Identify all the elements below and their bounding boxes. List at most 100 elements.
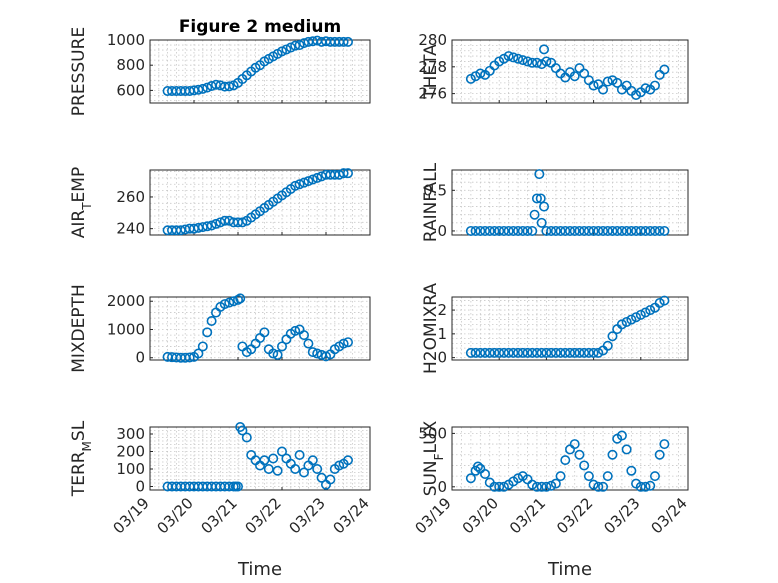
axes-box [149, 169, 371, 236]
data-point [607, 331, 618, 342]
data-point [237, 217, 248, 228]
data-point [536, 481, 547, 492]
data-point [621, 225, 632, 236]
data-point [465, 473, 476, 484]
data-point [574, 347, 585, 358]
data-point [659, 295, 670, 306]
data-point [607, 449, 618, 460]
y-axis-label: THETA [421, 44, 441, 100]
data-point [508, 225, 519, 236]
y-tick-label: 0 [135, 349, 145, 367]
axes-box [149, 296, 371, 361]
data-point [569, 71, 580, 82]
data-point [546, 225, 557, 236]
x-tick-label: 03/24 [648, 494, 691, 537]
data-point [498, 225, 509, 236]
data-point [635, 481, 646, 492]
data-point [635, 309, 646, 320]
data-point [513, 53, 524, 64]
data-point [550, 478, 561, 489]
data-point [224, 297, 235, 308]
data-point [475, 68, 486, 79]
data-point [560, 225, 571, 236]
data-point [484, 225, 495, 236]
data-point [237, 425, 248, 436]
data-point [184, 352, 195, 363]
data-point [569, 347, 580, 358]
data-point [649, 80, 660, 91]
data-point [294, 449, 305, 460]
data-point [598, 84, 609, 95]
data-point [312, 463, 323, 474]
data-point [233, 481, 244, 492]
data-point [281, 334, 292, 345]
x-tick-label: 03/23 [600, 494, 643, 537]
y-tick-label: 200 [116, 443, 145, 461]
x-tick-label: 03/23 [286, 494, 329, 537]
y-tick-label: 2000 [107, 292, 145, 310]
data-point [555, 471, 566, 482]
data-point [579, 347, 590, 358]
data-point [602, 76, 613, 87]
data-point [268, 453, 279, 464]
data-point [235, 293, 246, 304]
x-tick-label: 03/20 [459, 494, 502, 537]
y-axis-label: RAINFALL [421, 162, 441, 242]
data-point [224, 81, 235, 92]
data-point [659, 64, 670, 75]
data-point [233, 294, 244, 305]
data-point [465, 225, 476, 236]
y-tick-label: 600 [116, 81, 145, 99]
data-point [616, 225, 627, 236]
data-point [338, 338, 349, 349]
axes-box [451, 169, 689, 236]
y-tick-label: 800 [116, 56, 145, 74]
data-point [489, 481, 500, 492]
x-tick-label: 03/20 [154, 494, 197, 537]
data-point [654, 69, 665, 80]
data-point [593, 481, 604, 492]
data-point [649, 225, 660, 236]
data-point [535, 193, 546, 204]
data-point [640, 83, 651, 94]
data-point [612, 77, 623, 88]
data-point [531, 57, 542, 68]
data-point [645, 305, 656, 316]
data-point [531, 347, 542, 358]
data-point [560, 455, 571, 466]
data-point [546, 347, 557, 358]
data-point [290, 325, 301, 336]
data-point [255, 332, 266, 343]
data-point [489, 225, 500, 236]
data-point [272, 349, 283, 360]
data-point [465, 347, 476, 358]
data-point [312, 348, 323, 359]
data-point [272, 465, 283, 476]
data-point [475, 225, 486, 236]
data-point [276, 446, 287, 457]
grid-lines [149, 39, 371, 103]
data-point [588, 479, 599, 490]
data-point [307, 347, 318, 358]
data-series [465, 430, 670, 492]
data-point [640, 225, 651, 236]
data-point [484, 347, 495, 358]
data-point [312, 172, 323, 183]
y-tick-label: 0 [437, 478, 447, 496]
data-point [527, 479, 538, 490]
data-point [263, 463, 274, 474]
data-point [503, 347, 514, 358]
grid-lines [451, 427, 689, 490]
data-point [574, 449, 585, 460]
data-point [325, 474, 336, 485]
data-point [593, 347, 604, 358]
data-point [202, 82, 213, 93]
y-tick-label: 240 [116, 220, 145, 238]
y-axis-label: SUNFLUX [421, 420, 446, 496]
data-point [508, 347, 519, 358]
data-point [579, 460, 590, 471]
y-axis-label: AIRTEMP [69, 167, 94, 238]
data-point [654, 297, 665, 308]
data-point [583, 471, 594, 482]
axes-box [149, 426, 371, 491]
